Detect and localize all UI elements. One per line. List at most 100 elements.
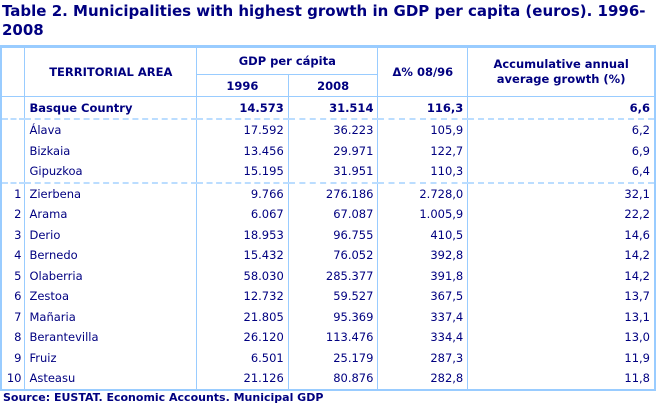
area-header: TERRITORIAL AREA xyxy=(24,45,198,97)
municipalities-row: 4 Bernedo 15.432 76.052 392,8 14,2 xyxy=(0,245,657,266)
v2008-cell: 96.755 xyxy=(288,224,379,245)
rank-cell: 9 xyxy=(0,347,26,368)
rank-header xyxy=(0,45,26,97)
area-cell: Bizkaia xyxy=(24,140,198,161)
gdp-header: GDP per cápita xyxy=(196,45,379,75)
area-cell: Mañaria xyxy=(24,306,198,327)
area-cell: Bernedo xyxy=(24,245,198,266)
v1996-cell: 17.592 xyxy=(196,119,289,141)
source-note: Source: EUSTAT. Economic Accounts. Munic… xyxy=(3,391,324,404)
rank-cell xyxy=(0,119,26,141)
rank-cell: 7 xyxy=(0,306,26,327)
municipalities-row: 3 Derio 18.953 96.755 410,5 14,6 xyxy=(0,224,657,245)
growth-cell: 32,1 xyxy=(467,182,657,204)
growth-cell: 6,2 xyxy=(467,119,657,141)
rank-cell xyxy=(0,140,26,161)
delta-cell: 410,5 xyxy=(377,224,469,245)
rank-cell: 3 xyxy=(0,224,26,245)
area-cell: Derio xyxy=(24,224,198,245)
municipalities-row: 2 Arama 6.067 67.087 1.005,9 22,2 xyxy=(0,204,657,225)
delta-cell: 122,7 xyxy=(377,140,469,161)
area-cell: Gipuzkoa xyxy=(24,161,198,184)
v1996-cell: 58.030 xyxy=(196,265,289,286)
delta-cell: 287,3 xyxy=(377,347,469,368)
rank-cell: 5 xyxy=(0,265,26,286)
delta-cell: 391,8 xyxy=(377,265,469,286)
v1996-cell: 15.195 xyxy=(196,161,289,184)
growth-cell: 13,7 xyxy=(467,286,657,307)
provinces-row: Bizkaia 13.456 29.971 122,7 6,9 xyxy=(0,140,657,161)
growth-cell: 13,0 xyxy=(467,327,657,348)
delta-cell: 367,5 xyxy=(377,286,469,307)
delta-cell: 105,9 xyxy=(377,119,469,141)
municipalities-row: 6 Zestoa 12.732 59.527 367,5 13,7 xyxy=(0,286,657,307)
delta-cell: 110,3 xyxy=(377,161,469,184)
gdp-table: TERRITORIAL AREA GDP per cápita Δ% 08/96… xyxy=(0,45,657,391)
v2008-cell: 29.971 xyxy=(288,140,379,161)
v1996-cell: 13.456 xyxy=(196,140,289,161)
area-cell: Olaberria xyxy=(24,265,198,286)
delta-cell: 282,8 xyxy=(377,368,469,391)
growth-cell: 13,1 xyxy=(467,306,657,327)
growth-cell: 14,2 xyxy=(467,265,657,286)
v2008-cell: 36.223 xyxy=(288,119,379,141)
v1996-cell: 12.732 xyxy=(196,286,289,307)
v1996-cell: 6.501 xyxy=(196,347,289,368)
total-row: Basque Country 14.573 31.514 116,3 6,6 xyxy=(0,96,657,120)
v1996-cell: 6.067 xyxy=(196,204,289,225)
rank-cell: 2 xyxy=(0,204,26,225)
growth-cell: 11,9 xyxy=(467,347,657,368)
area-cell: Fruiz xyxy=(24,347,198,368)
municipalities-row: 7 Mañaria 21.805 95.369 337,4 13,1 xyxy=(0,306,657,327)
v2008-cell: 113.476 xyxy=(288,327,379,348)
growth-cell: 6,9 xyxy=(467,140,657,161)
v2008-cell: 76.052 xyxy=(288,245,379,266)
delta-header: Δ% 08/96 xyxy=(377,45,469,97)
growth-cell: 14,6 xyxy=(467,224,657,245)
v2008-cell: 31.951 xyxy=(288,161,379,184)
v1996-cell: 21.805 xyxy=(196,306,289,327)
rank-cell xyxy=(0,161,26,184)
v1996-cell: 9.766 xyxy=(196,182,289,204)
v2008-cell: 25.179 xyxy=(288,347,379,368)
municipalities-row: 5 Olaberria 58.030 285.377 391,8 14,2 xyxy=(0,265,657,286)
rank-cell: 4 xyxy=(0,245,26,266)
delta-cell: 2.728,0 xyxy=(377,182,469,204)
delta-cell: 392,8 xyxy=(377,245,469,266)
area-cell: Arama xyxy=(24,204,198,225)
provinces-row: Álava 17.592 36.223 105,9 6,2 xyxy=(0,119,657,141)
v2008-cell: 67.087 xyxy=(288,204,379,225)
delta-cell: 334,4 xyxy=(377,327,469,348)
v1996-cell: 26.120 xyxy=(196,327,289,348)
growth-header: Accumulative annual average growth (%) xyxy=(467,45,657,97)
v2008-cell: 59.527 xyxy=(288,286,379,307)
municipalities-row: 1 Zierbena 9.766 276.186 2.728,0 32,1 xyxy=(0,182,657,204)
municipalities-row: 8 Berantevilla 26.120 113.476 334,4 13,0 xyxy=(0,327,657,348)
v2008-cell: 276.186 xyxy=(288,182,379,204)
growth-cell: 11,8 xyxy=(467,368,657,391)
rank-cell: 10 xyxy=(0,368,26,391)
year-2008-header: 2008 xyxy=(287,74,379,97)
year-1996-header: 1996 xyxy=(196,74,289,97)
v1996-cell: 21.126 xyxy=(196,368,289,391)
area-cell: Álava xyxy=(24,119,198,141)
delta-cell: 337,4 xyxy=(377,306,469,327)
rank-cell: 1 xyxy=(0,182,26,204)
area-cell: Zierbena xyxy=(24,182,198,204)
rank-cell: 8 xyxy=(0,327,26,348)
municipalities-row: 10 Asteasu 21.126 80.876 282,8 11,8 xyxy=(0,368,657,391)
table-title: Table 2. Municipalities with highest gro… xyxy=(2,2,646,39)
growth-cell: 22,2 xyxy=(467,204,657,225)
provinces-row: Gipuzkoa 15.195 31.951 110,3 6,4 xyxy=(0,161,657,184)
rank-cell: 6 xyxy=(0,286,26,307)
v2008-cell: 95.369 xyxy=(288,306,379,327)
v2008-cell: 80.876 xyxy=(288,368,379,391)
v2008-cell: 285.377 xyxy=(288,265,379,286)
area-cell: Asteasu xyxy=(24,368,198,391)
area-cell: Berantevilla xyxy=(24,327,198,348)
v1996-cell: 15.432 xyxy=(196,245,289,266)
growth-cell: 14,2 xyxy=(467,245,657,266)
municipalities-row: 9 Fruiz 6.501 25.179 287,3 11,9 xyxy=(0,347,657,368)
v1996-cell: 18.953 xyxy=(196,224,289,245)
area-cell: Zestoa xyxy=(24,286,198,307)
